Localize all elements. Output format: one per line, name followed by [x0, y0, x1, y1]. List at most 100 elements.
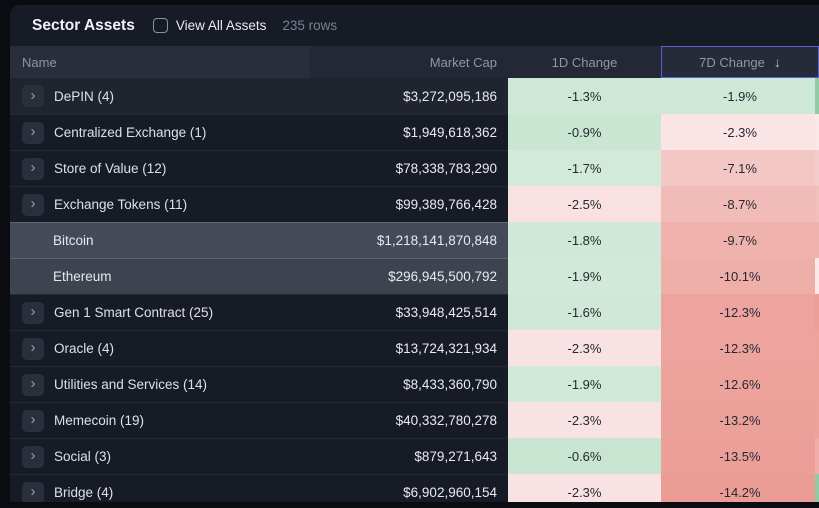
change-1d-cell: -2.3%	[508, 402, 661, 438]
change-1d-cell: -1.8%	[508, 222, 661, 258]
change-7d-value: -12.3%	[719, 340, 761, 356]
row-label: Ethereum	[53, 269, 112, 284]
expand-row-button[interactable]: ›	[22, 481, 44, 502]
change-1d-cell: -0.9%	[508, 114, 661, 150]
sort-descending-icon: ↓	[773, 54, 781, 70]
change-7d-cell: -13.2%	[661, 402, 819, 438]
row-label: Exchange Tokens (11)	[54, 197, 188, 212]
column-header-1d-change[interactable]: 1D Change	[508, 46, 661, 78]
right-edge-strip	[815, 366, 819, 402]
change-1d-cell: -0.6%	[508, 438, 661, 474]
chevron-right-icon: ›	[30, 447, 36, 464]
row-label: Oracle (4)	[54, 341, 115, 356]
change-1d-cell: -1.6%	[508, 294, 661, 330]
row-label: Gen 1 Smart Contract (25)	[54, 305, 214, 320]
change-7d-cell: -14.2%	[661, 474, 819, 502]
expand-row-button[interactable]: ›	[22, 157, 44, 180]
page-title: Sector Assets	[32, 16, 135, 34]
row-name-cell: › Memecoin (19)	[10, 402, 310, 438]
change-7d-cell: -12.6%	[661, 366, 819, 402]
change-1d-cell: -1.9%	[508, 258, 661, 294]
sector-row[interactable]: › Social (3) $879,271,643 -0.6% -13.5%	[10, 438, 819, 474]
change-7d-cell: -7.1%	[661, 150, 819, 186]
expand-row-button[interactable]: ›	[22, 373, 44, 396]
row-name-cell: › Utilities and Services (14)	[10, 366, 310, 402]
table-body: › DePIN (4) $3,272,095,186 -1.3% -1.9% › Centr…	[10, 78, 819, 502]
right-edge-strip	[815, 222, 819, 258]
change-7d-value: -14.2%	[719, 484, 761, 500]
sector-row[interactable]: › DePIN (4) $3,272,095,186 -1.3% -1.9%	[10, 78, 819, 114]
sector-row[interactable]: › Utilities and Services (14) $8,433,360,7…	[10, 366, 819, 402]
row-name-cell: › Oracle (4)	[10, 330, 310, 366]
right-edge-strip	[815, 474, 819, 502]
chevron-right-icon: ›	[30, 86, 36, 104]
right-edge-strip	[815, 186, 819, 222]
market-cap-value: $33,948,425,514	[310, 294, 508, 330]
sector-row[interactable]: › Oracle (4) $13,724,321,934 -2.3% -12.3%	[10, 330, 819, 366]
change-7d-value: -10.1%	[719, 268, 761, 284]
chevron-right-icon: ›	[30, 123, 36, 140]
change-7d-cell: -12.3%	[661, 294, 819, 330]
row-label: Memecoin (19)	[54, 413, 145, 428]
market-cap-value: $6,902,960,154	[310, 474, 508, 502]
row-label: Social (3)	[54, 449, 112, 464]
expand-row-button[interactable]: ›	[22, 121, 44, 144]
change-1d-cell: -1.9%	[508, 366, 661, 402]
right-edge-strip	[815, 438, 819, 474]
change-7d-value: -2.3%	[723, 124, 757, 140]
row-label: Centralized Exchange (1)	[54, 125, 207, 140]
sector-row[interactable]: › Exchange Tokens (11) $99,389,766,428 -2.5…	[10, 186, 819, 222]
panel-title-bar: Sector Assets View All Assets 235 rows	[10, 5, 819, 46]
sector-assets-panel: Sector Assets View All Assets 235 rows N…	[10, 5, 819, 502]
view-all-assets-label: View All Assets	[175, 18, 267, 33]
row-name-cell: › Social (3)	[10, 438, 310, 474]
row-name-cell: › Bridge (4)	[10, 474, 310, 502]
expand-row-button[interactable]: ›	[22, 85, 44, 107]
change-7d-cell: -8.7%	[661, 186, 819, 222]
market-cap-value: $3,272,095,186	[310, 78, 508, 114]
market-cap-value: $879,271,643	[310, 438, 508, 474]
sector-row[interactable]: › Bridge (4) $6,902,960,154 -2.3% -14.2%	[10, 474, 819, 502]
market-cap-value: $1,949,618,362	[310, 114, 508, 150]
change-1d-cell: -2.3%	[508, 330, 661, 366]
sector-row[interactable]: › Centralized Exchange (1) $1,949,618,362-…	[10, 114, 819, 150]
sector-row[interactable]: › Gen 1 Smart Contract (25) $33,948,425,51…	[10, 294, 819, 330]
market-cap-value: $40,332,780,278	[310, 402, 508, 438]
view-all-assets-checkbox[interactable]	[152, 18, 168, 33]
asset-row[interactable]: Ethereum $296,945,500,792 -1.9% -10.1%	[10, 258, 819, 294]
row-name-cell: › Exchange Tokens (11)	[10, 186, 310, 222]
row-name-cell: Ethereum	[10, 258, 310, 294]
column-header-market-cap[interactable]: Market Cap	[310, 46, 508, 78]
row-label: Store of Value (12)	[54, 161, 167, 176]
column-header-7d-change[interactable]: 7D Change ↓	[661, 46, 819, 78]
expand-row-button[interactable]: ›	[22, 409, 44, 432]
right-edge-strip	[815, 114, 819, 150]
row-name-cell: › Gen 1 Smart Contract (25)	[10, 294, 310, 330]
right-edge-strip	[815, 402, 819, 438]
expand-row-button[interactable]: ›	[22, 301, 44, 324]
change-7d-value: -1.9%	[723, 88, 757, 104]
change-7d-value: -12.6%	[719, 376, 761, 392]
chevron-right-icon: ›	[30, 195, 36, 212]
change-7d-value: -7.1%	[723, 160, 757, 176]
right-edge-strip	[815, 330, 819, 366]
right-edge-strip	[815, 258, 819, 294]
asset-row[interactable]: Bitcoin $1,218,141,870,848 -1.8% -9.7%	[10, 222, 819, 258]
expand-row-button[interactable]: ›	[22, 445, 44, 468]
change-7d-value: -8.7%	[723, 196, 757, 212]
change-7d-cell: -2.3%	[661, 114, 819, 150]
view-all-assets-toggle[interactable]: View All Assets	[152, 18, 267, 33]
market-cap-value: $13,724,321,934	[310, 330, 508, 366]
change-7d-value: -13.5%	[719, 448, 761, 464]
column-header-7d-label: 7D Change	[699, 54, 765, 70]
change-7d-cell: -9.7%	[661, 222, 819, 258]
expand-row-button[interactable]: ›	[22, 337, 44, 360]
chevron-right-icon: ›	[30, 303, 36, 320]
right-edge-strip	[815, 150, 819, 186]
sector-row[interactable]: › Memecoin (19) $40,332,780,278 -2.3% -13.2%	[10, 402, 819, 438]
expand-row-button[interactable]: ›	[22, 193, 44, 216]
sector-row[interactable]: › Store of Value (12) $78,338,783,290 -1.7%…	[10, 150, 819, 186]
change-1d-cell: -2.5%	[508, 186, 661, 222]
market-cap-value: $296,945,500,792	[310, 258, 508, 294]
column-header-name[interactable]: Name	[10, 46, 310, 78]
